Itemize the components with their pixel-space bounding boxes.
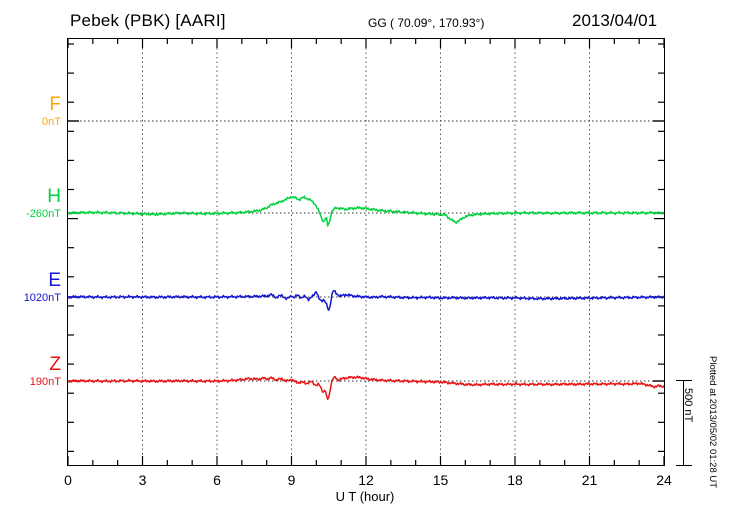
component-baseline-h: -260nT [26, 208, 61, 220]
left-axis-ticks [68, 43, 79, 452]
x-tick-label-6: 6 [213, 472, 221, 488]
top-axis-ticks [68, 39, 664, 48]
component-baseline-z: 190nT [29, 376, 61, 388]
scale-bar [676, 380, 692, 466]
plotted-at-timestamp: Plotted at 2013/05/02 01:28 UT [707, 356, 718, 489]
component-label-f: F 0nT [42, 95, 61, 128]
plot-frame [67, 38, 665, 466]
component-symbol-z: Z [49, 354, 61, 375]
scale-bar-bottom-cap [676, 464, 692, 466]
component-traces [68, 195, 664, 400]
x-tick-label-24: 24 [656, 472, 672, 488]
x-tick-label-0: 0 [64, 472, 72, 488]
component-symbol-e: E [48, 270, 61, 291]
vertical-gridlines [142, 39, 590, 465]
x-tick-label-21: 21 [581, 472, 598, 488]
component-baseline-f: 0nT [42, 116, 61, 128]
observation-date: 2013/04/01 [572, 11, 658, 30]
component-label-h: H -260nT [26, 187, 61, 220]
scale-bar-label: 500 nT [682, 388, 694, 423]
bottom-axis-ticks [68, 456, 664, 465]
x-tick-label-15: 15 [432, 472, 449, 488]
component-label-e: E 1020nT [24, 271, 61, 304]
x-tick-label-18: 18 [507, 472, 523, 488]
x-tick-label-9: 9 [287, 472, 296, 488]
component-baseline-e: 1020nT [23, 292, 61, 304]
x-tick-label-12: 12 [358, 472, 374, 488]
geographic-coordinates: GG ( 70.09°, 170.93°) [368, 16, 485, 30]
scale-bar-line [683, 380, 685, 466]
right-axis-ticks [653, 43, 664, 452]
station-title: Pebek (PBK) [AARI] [70, 11, 226, 30]
component-symbol-f: F [49, 94, 61, 115]
x-tick-label-3: 3 [138, 472, 147, 488]
magnetogram-plot [68, 39, 664, 465]
component-label-z: Z 190nT [30, 355, 61, 388]
component-symbol-h: H [47, 186, 61, 207]
x-axis-title: U T (hour) [335, 489, 395, 504]
